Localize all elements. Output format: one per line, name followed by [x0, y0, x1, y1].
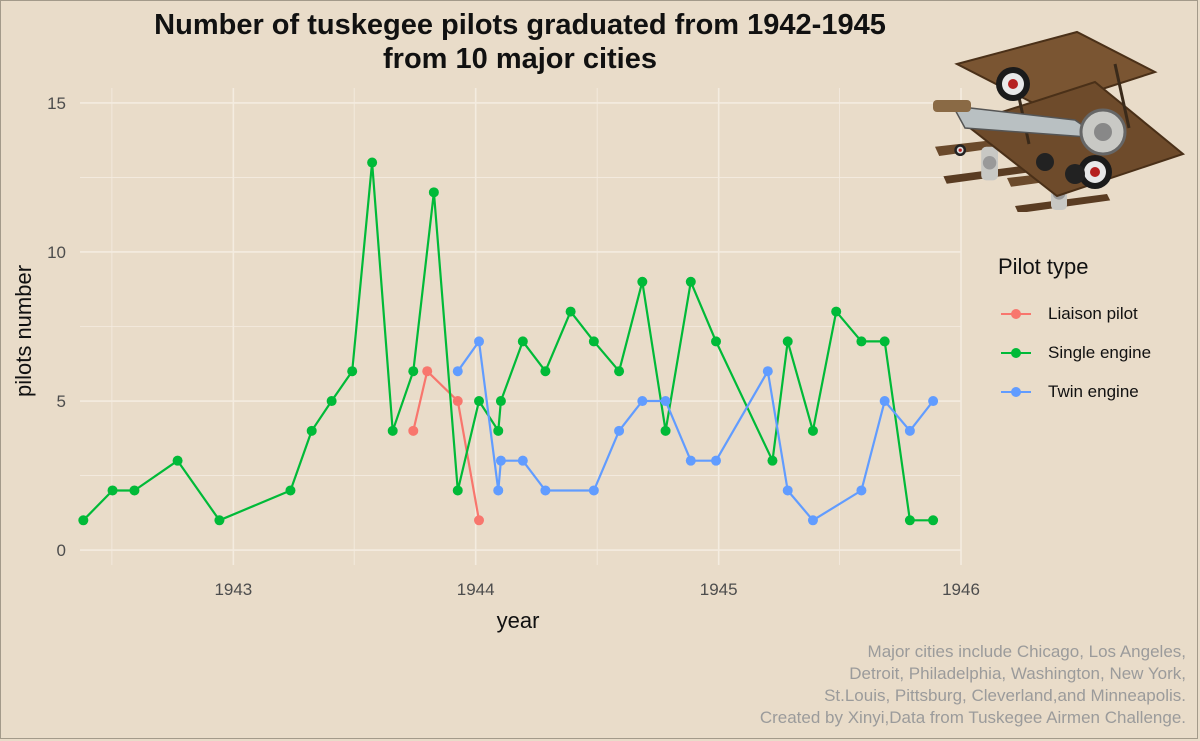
data-point — [904, 425, 915, 436]
data-point — [367, 157, 378, 168]
data-point — [107, 485, 118, 496]
data-point — [129, 485, 140, 496]
data-point — [588, 336, 599, 347]
data-point — [493, 425, 504, 436]
series-single-engine — [78, 157, 939, 526]
data-point — [614, 366, 625, 377]
data-point — [428, 187, 439, 198]
data-point — [685, 455, 696, 466]
x-tick-label: 1944 — [457, 580, 495, 599]
grid-lines — [80, 88, 962, 565]
data-point — [452, 396, 463, 407]
legend-items: Liaison pilot Single engine Twin engine — [998, 294, 1151, 411]
series-line — [412, 370, 481, 521]
x-axis-title: year — [497, 608, 540, 633]
data-point — [879, 396, 890, 407]
data-point — [782, 336, 793, 347]
series-layer — [78, 157, 939, 526]
caption-line-1: Major cities include Chicago, Los Angele… — [867, 642, 1186, 661]
data-point — [408, 425, 419, 436]
data-point — [540, 366, 551, 377]
x-tick-label: 1945 — [700, 580, 738, 599]
data-point — [285, 485, 296, 496]
data-point — [565, 306, 576, 317]
data-point — [856, 336, 867, 347]
data-point — [347, 366, 358, 377]
legend-item: Twin engine — [998, 372, 1151, 411]
data-point — [306, 425, 317, 436]
legend-key — [998, 303, 1034, 325]
series-twin-engine — [452, 336, 939, 526]
data-point — [452, 366, 463, 377]
data-point — [387, 425, 398, 436]
caption-line-2: Detroit, Philadelphia, Washington, New Y… — [849, 664, 1186, 683]
data-point — [831, 306, 842, 317]
data-point — [762, 366, 773, 377]
legend-label: Single engine — [1048, 342, 1152, 362]
data-point — [474, 336, 485, 347]
caption: Major cities include Chicago, Los Angele… — [760, 641, 1186, 729]
biplane-icon — [933, 30, 1186, 212]
data-point — [637, 276, 648, 287]
legend-key — [998, 342, 1034, 364]
caption-line-3: St.Louis, Pittsburg, Cleverland,and Minn… — [824, 686, 1186, 705]
series-liaison-pilot — [408, 366, 485, 526]
data-point — [517, 336, 528, 347]
legend-title: Pilot type — [998, 254, 1089, 279]
data-point — [637, 396, 648, 407]
data-point — [660, 425, 671, 436]
data-point — [904, 515, 915, 526]
legend-label: Twin engine — [1048, 381, 1139, 401]
data-point — [422, 366, 433, 377]
tick-labels: 0 5 10 15 1943 1944 1945 1946 — [47, 94, 980, 599]
legend-key — [998, 381, 1034, 403]
data-point — [856, 485, 867, 496]
data-point — [408, 366, 419, 377]
data-point — [660, 396, 671, 407]
data-point — [807, 425, 818, 436]
x-tick-label: 1943 — [214, 580, 252, 599]
legend: Pilot type Liaison pilot Single engine Twi… — [998, 254, 1151, 411]
data-point — [614, 425, 625, 436]
data-point — [540, 485, 551, 496]
data-point — [517, 455, 528, 466]
caption-line-4: Created by Xinyi,Data from Tuskegee Airm… — [759, 708, 1186, 727]
data-point — [452, 485, 463, 496]
data-point — [588, 485, 599, 496]
y-axis-title: pilots number — [11, 265, 36, 397]
data-point — [928, 396, 939, 407]
data-point — [474, 396, 485, 407]
data-point — [685, 276, 696, 287]
data-point — [782, 485, 793, 496]
data-point — [879, 336, 890, 347]
data-point — [214, 515, 225, 526]
data-point — [767, 455, 778, 466]
y-tick-label: 10 — [47, 243, 66, 262]
legend-item: Liaison pilot — [998, 294, 1151, 333]
data-point — [495, 396, 506, 407]
y-tick-label: 0 — [57, 541, 66, 560]
data-point — [172, 455, 183, 466]
y-tick-label: 15 — [47, 94, 66, 113]
data-point — [78, 515, 89, 526]
chart-title-line-2: from 10 major cities — [383, 43, 657, 75]
x-tick-label: 1946 — [942, 580, 980, 599]
data-point — [326, 396, 337, 407]
data-point — [474, 515, 485, 526]
chart-title: Number of tuskegee pilots graduated from… — [60, 8, 980, 76]
data-point — [711, 455, 722, 466]
series-line — [82, 161, 934, 522]
data-point — [495, 455, 506, 466]
data-point — [928, 515, 939, 526]
data-point — [493, 485, 504, 496]
chart-title-line-1: Number of tuskegee pilots graduated from… — [154, 9, 886, 41]
legend-label: Liaison pilot — [1048, 303, 1138, 323]
y-tick-label: 5 — [57, 392, 66, 411]
legend-item: Single engine — [998, 333, 1151, 372]
data-point — [807, 515, 818, 526]
data-point — [711, 336, 722, 347]
